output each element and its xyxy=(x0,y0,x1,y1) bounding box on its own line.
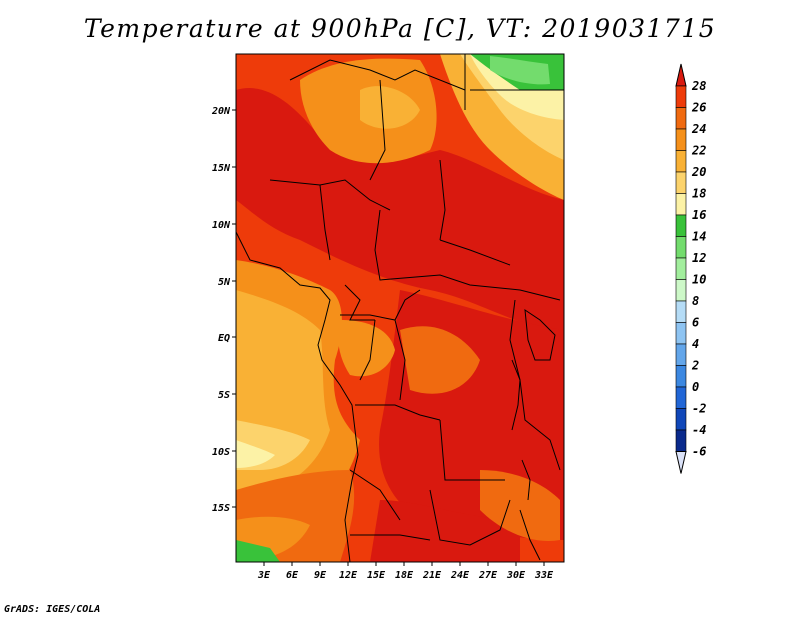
lon-tick-label: 18E xyxy=(395,570,414,581)
colorbar-segment xyxy=(675,85,687,108)
colorbar-label: 8 xyxy=(692,294,699,308)
lon-tick-label: 3E xyxy=(257,570,271,581)
colorbar-segment xyxy=(675,107,687,130)
colorbar-segment xyxy=(675,408,687,431)
latitude-axis xyxy=(232,109,236,508)
colorbar-label: 16 xyxy=(692,208,706,222)
colorbar-segment xyxy=(675,429,687,452)
colorbar-segment xyxy=(675,128,687,151)
lon-tick-label: 15E xyxy=(367,570,386,581)
colorbar-arrow-bottom xyxy=(675,451,687,474)
lon-tick-label: 33E xyxy=(534,570,554,581)
country-boundaries xyxy=(269,54,564,561)
lat-tick-label: EQ xyxy=(218,333,230,344)
colorbar-segment xyxy=(675,193,687,216)
lakes xyxy=(511,308,556,501)
lon-tick-label: 6E xyxy=(286,570,299,581)
colorbar-label: 2 xyxy=(691,359,699,373)
coastline xyxy=(236,231,359,562)
colorbar-label: 4 xyxy=(692,337,699,351)
lat-tick-label: 20N xyxy=(211,106,231,117)
colorbar-segment xyxy=(675,343,687,366)
credit-label: GrADS: IGES/COLA xyxy=(4,604,101,615)
lat-tick-label: 10S xyxy=(212,447,230,458)
colorbar-label: 28 xyxy=(691,79,706,93)
map-frame xyxy=(235,53,565,563)
colorbar-label: 22 xyxy=(691,144,706,158)
colorbar-label: 24 xyxy=(691,122,706,136)
temperature-field xyxy=(236,54,564,562)
colorbar-arrow-top xyxy=(675,63,687,87)
colorbar-segment xyxy=(675,279,687,302)
lon-tick-label: 21E xyxy=(422,570,442,581)
colorbar-label: 18 xyxy=(692,187,706,201)
lon-tick-label: 27E xyxy=(478,570,498,581)
colorbar-segment xyxy=(675,300,687,323)
colorbar-segment xyxy=(675,386,687,409)
lon-tick-label: 9E xyxy=(314,570,327,581)
colorbar-label: 26 xyxy=(691,101,706,115)
colorbar-label: 14 xyxy=(692,230,706,244)
lat-tick-label: 10N xyxy=(212,220,231,231)
colorbar-segment xyxy=(675,150,687,173)
colorbar-segment xyxy=(675,214,687,237)
colorbar-label: -6 xyxy=(692,445,706,459)
lon-tick-label: 30E xyxy=(506,570,526,581)
lat-tick-label: 5N xyxy=(218,277,231,288)
lat-tick-label: 15S xyxy=(212,503,230,514)
colorbar-segment xyxy=(675,322,687,345)
colorbar-segment xyxy=(675,236,687,259)
lon-tick-label: 24E xyxy=(450,570,470,581)
colorbar-label: 0 xyxy=(692,380,699,394)
longitude-axis xyxy=(263,562,545,566)
colorbar-label: -4 xyxy=(692,423,706,437)
colorbar-segment xyxy=(675,171,687,194)
colorbar-segment xyxy=(675,257,687,280)
colorbar-label: 20 xyxy=(691,165,706,179)
map-title: Temperature at 900hPa [C], VT: 201903171… xyxy=(83,14,717,43)
lat-tick-label: 15N xyxy=(212,163,231,174)
colorbar-segment xyxy=(675,365,687,388)
lon-tick-label: 12E xyxy=(339,570,358,581)
colorbar-label: 6 xyxy=(692,316,699,330)
lat-tick-label: 5S xyxy=(218,390,230,401)
colorbar-label: -2 xyxy=(692,402,706,416)
colorbar-label: 12 xyxy=(692,251,706,265)
colorbar-label: 10 xyxy=(692,273,706,287)
